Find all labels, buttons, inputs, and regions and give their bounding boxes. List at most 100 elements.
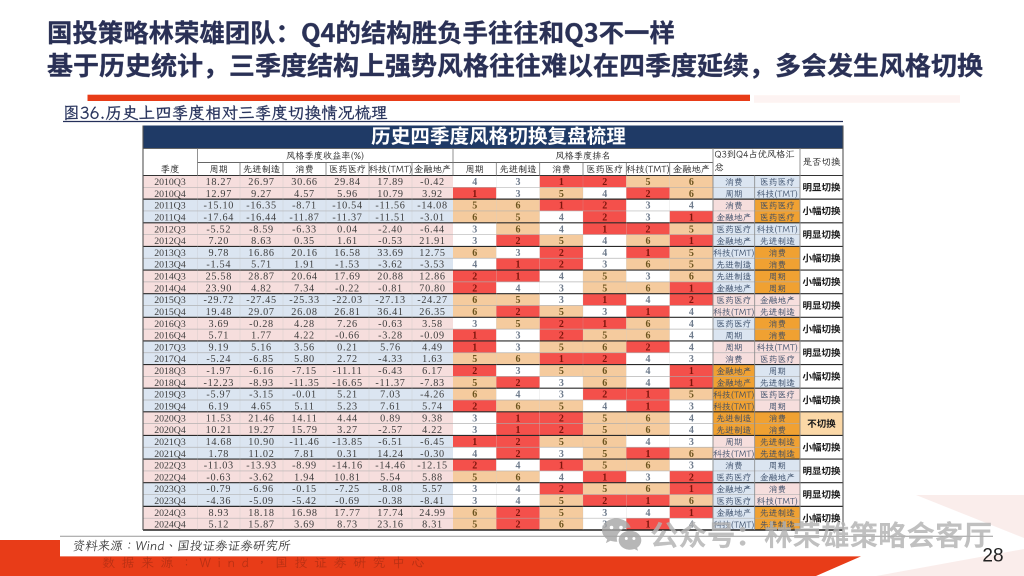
svg-text:21.91: 21.91: [419, 236, 445, 247]
svg-text:4: 4: [516, 496, 521, 507]
svg-text:2: 2: [646, 189, 651, 200]
svg-text:29.07: 29.07: [248, 307, 274, 318]
svg-text:-14.08: -14.08: [417, 201, 448, 212]
svg-text:1: 1: [602, 472, 607, 483]
svg-text:1: 1: [689, 484, 694, 495]
svg-text:-29.72: -29.72: [204, 295, 235, 306]
svg-text:12.97: 12.97: [206, 189, 232, 200]
svg-text:3.92: 3.92: [422, 189, 443, 200]
svg-text:8.63: 8.63: [251, 236, 272, 247]
svg-text:20.16: 20.16: [291, 248, 317, 259]
svg-text:5: 5: [602, 272, 607, 283]
svg-text:4: 4: [646, 366, 651, 377]
svg-text:1: 1: [472, 437, 477, 448]
svg-text:3: 3: [516, 366, 521, 377]
svg-text:-6.51: -6.51: [378, 437, 403, 448]
svg-text:1.78: 1.78: [208, 449, 229, 460]
svg-text:1: 1: [646, 248, 651, 259]
svg-text:70.80: 70.80: [419, 283, 445, 294]
svg-text:2: 2: [559, 484, 564, 495]
svg-text:4.65: 4.65: [251, 402, 272, 413]
svg-text:-11.87: -11.87: [289, 212, 319, 223]
svg-text:1: 1: [516, 272, 521, 283]
svg-text:3: 3: [516, 189, 521, 200]
svg-text:-1.53: -1.53: [335, 260, 360, 271]
svg-text:5: 5: [646, 177, 651, 188]
svg-text:7.61: 7.61: [380, 402, 401, 413]
svg-text:-0.79: -0.79: [206, 484, 231, 495]
svg-text:3: 3: [472, 496, 477, 507]
svg-text:5: 5: [602, 461, 607, 472]
svg-text:29.84: 29.84: [334, 177, 360, 188]
svg-text:5: 5: [559, 307, 564, 318]
svg-text:2: 2: [472, 366, 477, 377]
svg-text:5.23: 5.23: [337, 402, 358, 413]
svg-text:5: 5: [602, 449, 607, 460]
svg-text:-8.59: -8.59: [249, 224, 274, 235]
svg-text:6.17: 6.17: [422, 366, 443, 377]
svg-text:2: 2: [559, 425, 564, 436]
svg-text:3.58: 3.58: [422, 319, 443, 330]
svg-text:-3.15: -3.15: [249, 390, 274, 401]
svg-text:2: 2: [602, 390, 607, 401]
svg-text:2015Q3: 2015Q3: [154, 295, 186, 306]
svg-text:5.21: 5.21: [337, 390, 358, 401]
svg-text:5: 5: [689, 248, 694, 259]
svg-text:6: 6: [472, 508, 477, 519]
svg-text:2012Q3: 2012Q3: [154, 224, 186, 235]
svg-text:5: 5: [602, 484, 607, 495]
svg-text:-2.57: -2.57: [378, 425, 403, 436]
svg-text:-6.45: -6.45: [420, 437, 445, 448]
svg-text:2: 2: [602, 201, 607, 212]
svg-text:4: 4: [516, 390, 521, 401]
svg-text:17.74: 17.74: [377, 508, 403, 519]
svg-text:5: 5: [689, 224, 694, 235]
svg-text:11.53: 11.53: [206, 413, 232, 424]
svg-text:5: 5: [472, 472, 477, 483]
svg-text:2016Q4: 2016Q4: [154, 331, 186, 342]
svg-text:2: 2: [689, 472, 694, 483]
svg-text:16.86: 16.86: [248, 248, 274, 259]
svg-text:1: 1: [646, 390, 651, 401]
svg-text:7.26: 7.26: [337, 319, 358, 330]
svg-text:3: 3: [472, 484, 477, 495]
svg-text:4: 4: [602, 248, 607, 259]
svg-text:1: 1: [602, 224, 607, 235]
svg-text:1: 1: [516, 260, 521, 271]
svg-text:3: 3: [689, 402, 694, 413]
svg-text:5.88: 5.88: [422, 472, 443, 483]
svg-text:3: 3: [472, 236, 477, 247]
svg-text:4: 4: [689, 319, 694, 330]
svg-text:-4.33: -4.33: [378, 354, 403, 365]
svg-text:19.48: 19.48: [206, 307, 232, 318]
svg-text:-0.53: -0.53: [378, 236, 403, 247]
svg-text:5: 5: [472, 520, 477, 531]
svg-text:-5.24: -5.24: [206, 354, 231, 365]
svg-text:1: 1: [602, 319, 607, 330]
svg-text:-5.09: -5.09: [249, 496, 274, 507]
svg-text:-6.96: -6.96: [249, 484, 274, 495]
svg-text:4: 4: [646, 437, 651, 448]
svg-text:2015Q4: 2015Q4: [154, 307, 186, 318]
svg-text:1: 1: [559, 461, 564, 472]
svg-text:5: 5: [602, 283, 607, 294]
svg-text:4: 4: [689, 201, 694, 212]
svg-text:-0.38: -0.38: [378, 496, 403, 507]
svg-text:-11.46: -11.46: [289, 437, 319, 448]
svg-text:5.54: 5.54: [380, 472, 401, 483]
svg-text:2: 2: [559, 413, 564, 424]
svg-text:2: 2: [472, 272, 477, 283]
svg-text:2: 2: [602, 496, 607, 507]
svg-text:15.79: 15.79: [291, 425, 317, 436]
svg-text:5: 5: [602, 425, 607, 436]
svg-text:1.91: 1.91: [294, 260, 315, 271]
svg-text:6: 6: [689, 449, 694, 460]
svg-text:24.99: 24.99: [419, 508, 445, 519]
svg-text:2018Q3: 2018Q3: [154, 366, 186, 377]
svg-text:-0.42: -0.42: [420, 177, 445, 188]
svg-text:5: 5: [559, 508, 564, 519]
svg-text:-4.36: -4.36: [206, 496, 231, 507]
svg-text:3: 3: [472, 224, 477, 235]
svg-text:5.80: 5.80: [294, 354, 315, 365]
svg-text:2: 2: [689, 295, 694, 306]
